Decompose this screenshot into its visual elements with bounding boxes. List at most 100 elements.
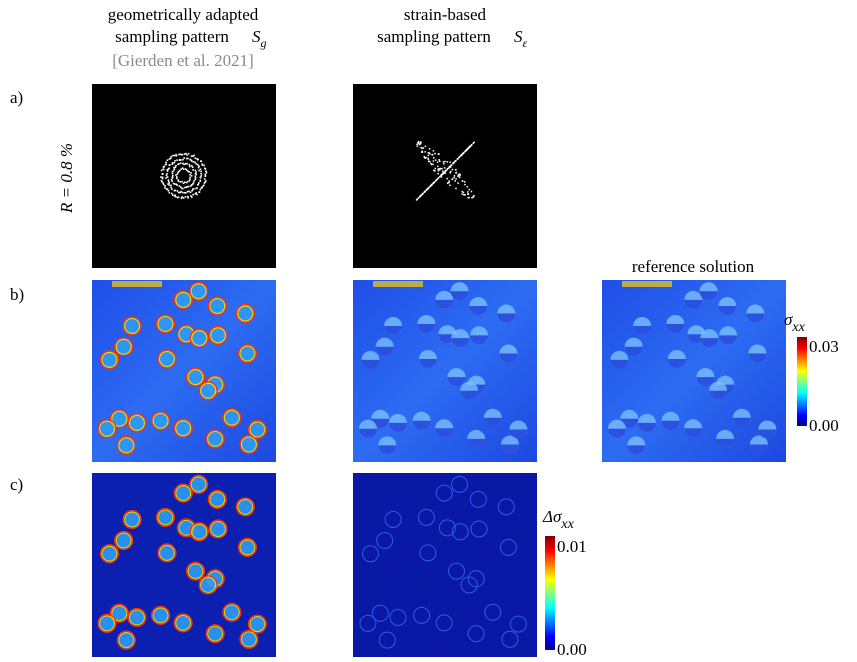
- decoration: [167, 159, 169, 161]
- decoration: [192, 194, 194, 196]
- decoration: [172, 194, 174, 196]
- decoration: [464, 184, 466, 186]
- decoration: [238, 306, 253, 321]
- decoration: [173, 183, 175, 185]
- subscript: g: [261, 36, 267, 50]
- decoration: [191, 284, 206, 299]
- decoration: [423, 147, 425, 149]
- decoration: [460, 155, 462, 157]
- decoration: [454, 180, 456, 182]
- decoration: [170, 156, 172, 158]
- decoration: [447, 183, 449, 185]
- decoration: [173, 170, 175, 172]
- decoration: [99, 421, 114, 436]
- decoration: [197, 184, 199, 186]
- decoration: [189, 174, 191, 176]
- decoration: [170, 187, 172, 189]
- decoration: [175, 196, 177, 198]
- decoration: [473, 142, 475, 144]
- decoration: [195, 175, 197, 177]
- subscript: xx: [791, 320, 805, 335]
- decoration: [471, 191, 473, 193]
- decoration: [208, 626, 223, 641]
- decoration: [444, 161, 446, 163]
- decoration: [189, 177, 191, 179]
- decoration: [455, 188, 457, 190]
- decoration: [472, 196, 474, 198]
- decoration: [116, 339, 131, 354]
- decoration: [435, 159, 437, 161]
- decoration: [168, 179, 170, 181]
- decoration: [195, 174, 197, 176]
- decoration: [438, 177, 440, 179]
- decoration: [197, 159, 199, 161]
- decoration: [198, 170, 200, 172]
- decoration: [172, 155, 174, 157]
- decoration: [119, 438, 134, 453]
- decoration: [180, 181, 182, 183]
- decoration: [201, 383, 216, 398]
- decoration: [190, 172, 192, 174]
- decoration: [195, 177, 197, 179]
- column-title: geometrically adapted: [108, 5, 259, 24]
- decoration: [190, 192, 192, 194]
- decoration: [189, 180, 191, 182]
- decoration: [439, 160, 441, 162]
- decoration: [192, 166, 194, 168]
- decoration: [173, 167, 175, 169]
- decoration: [201, 161, 203, 163]
- decoration: [420, 141, 422, 143]
- colorbar: [797, 337, 807, 426]
- decoration: [179, 185, 181, 187]
- decoration: [461, 191, 463, 193]
- decoration: [455, 178, 457, 180]
- decoration: [112, 281, 162, 287]
- decoration: [417, 146, 419, 148]
- decoration: [177, 179, 179, 181]
- decoration: [435, 168, 437, 170]
- decoration: [187, 158, 189, 160]
- decoration: [201, 175, 203, 177]
- decoration: [442, 170, 444, 172]
- decoration: [434, 153, 436, 155]
- decoration: [163, 166, 165, 168]
- decoration: [181, 197, 183, 199]
- decoration: [429, 148, 431, 150]
- decoration: [170, 185, 172, 187]
- decoration: [116, 533, 131, 548]
- decoration: [125, 318, 140, 333]
- decoration: [158, 316, 173, 331]
- decoration: [179, 170, 181, 172]
- decoration: [153, 608, 168, 623]
- decoration: [250, 617, 265, 632]
- decoration: [168, 182, 170, 184]
- decoration: [195, 170, 197, 172]
- decoration: [162, 173, 164, 175]
- decoration: [224, 605, 239, 620]
- decoration: [181, 181, 183, 183]
- colorbar-label: σxx: [784, 310, 806, 335]
- decoration: [129, 610, 144, 625]
- decoration: [205, 170, 207, 172]
- column-title: sampling pattern: [377, 27, 491, 46]
- decoration: [205, 168, 207, 170]
- decoration: [174, 190, 176, 192]
- decoration: [435, 180, 437, 182]
- decoration: [210, 299, 225, 314]
- decoration: [171, 179, 173, 181]
- decoration: [183, 168, 185, 170]
- colorbar-tick: 0.00: [557, 640, 587, 659]
- decoration: [449, 185, 451, 187]
- decoration: [419, 196, 421, 198]
- decoration: [437, 173, 439, 175]
- decoration: [438, 170, 440, 172]
- decoration: [438, 153, 440, 155]
- decoration: [464, 194, 466, 196]
- decoration: [469, 146, 471, 148]
- decoration: [192, 189, 194, 191]
- decoration: [170, 158, 172, 160]
- decoration: [169, 164, 171, 166]
- decoration: [193, 161, 195, 163]
- colorbar-label: Δσxx: [542, 507, 575, 532]
- decoration: [459, 176, 461, 178]
